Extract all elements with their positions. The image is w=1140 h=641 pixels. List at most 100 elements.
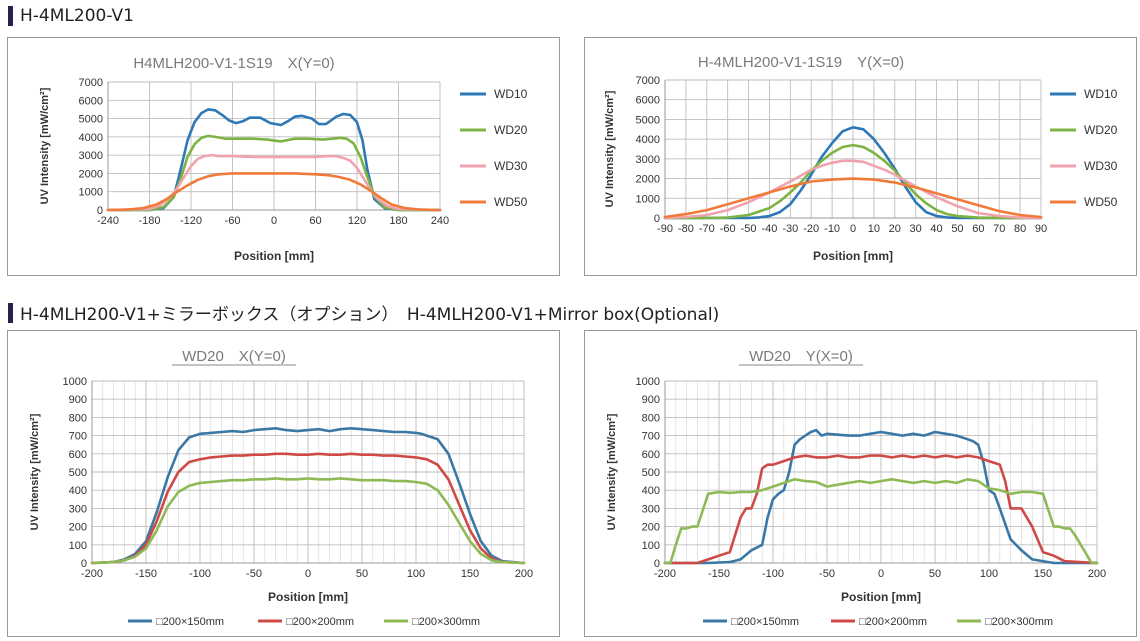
legend-label: WD30 [494,159,528,173]
chart-x-profile: H4MLH200-V1-1S19 X(Y=0) -240 -180 -120 -60 0 6… [39,55,528,263]
x-tick-label: 10 [868,223,880,235]
x-tick-label: 120 [348,215,366,227]
y-tick-label: 2000 [79,168,103,180]
legend-label: □200×200mm [286,616,354,628]
chart-title: H4MLH200-V1-1S19 X(Y=0) [133,55,334,72]
y-tick-label: 6000 [79,95,103,107]
x-tick-label: 0 [878,568,884,580]
x-tick-label: 70 [993,223,1005,235]
chart-title: H-4MLH200-V1-1S19 Y(X=0) [698,54,904,71]
x-tick-label: -40 [761,223,777,235]
series-line-1 [106,108,442,212]
series-line-1 [663,126,1043,220]
x-tick-label: -100 [189,568,211,580]
y-tick-label: 1000 [63,376,87,388]
y-tick-label: 1000 [636,193,660,205]
chart-panel-mirror-x: WD20 X(Y=0) -200 -150 -100 -50 0 50 100 150 200 0 1… [7,330,560,637]
series-line-2 [663,454,1099,565]
y-tick-label: 3000 [79,150,103,162]
x-tick-label: 180 [389,215,407,227]
x-tick-label: 0 [271,215,277,227]
legend-label: WD20 [494,123,528,137]
x-tick-label: -150 [708,568,730,580]
y-tick-label: 700 [642,431,660,443]
series-line-2 [106,134,442,212]
x-tick-label: -150 [135,568,157,580]
x-tick-label: 100 [407,568,425,580]
x-tick-label: 80 [1014,223,1026,235]
y-tick-label: 100 [642,540,660,552]
x-tick-label: -90 [657,223,673,235]
x-tick-label: -60 [720,223,736,235]
series-line-3 [663,478,1099,565]
x-tick-label: 200 [515,568,533,580]
x-tick-label: -50 [741,223,757,235]
section-title-2: H-4MLH200-V1+ミラーボックス（オプション） H-4MLH200-V1… [8,300,719,325]
x-tick-label: -180 [138,215,160,227]
series-line-3 [106,153,442,212]
x-tick-label: -50 [819,568,835,580]
chart-panel-x: H4MLH200-V1-1S19 X(Y=0) -240 -180 -120 -60 0 6… [7,37,560,276]
y-tick-label: 100 [69,540,87,552]
series-line-2 [90,452,526,565]
y-axis-label: UV Intensity [mW/cm²] [29,413,41,530]
x-tick-label: 0 [850,223,856,235]
x-tick-label: 50 [951,223,963,235]
y-tick-label: 600 [69,449,87,461]
y-tick-label: 700 [69,431,87,443]
x-tick-label: -50 [246,568,262,580]
x-tick-label: 150 [1034,568,1052,580]
legend-label: □200×300mm [985,616,1053,628]
series-line-1 [90,427,526,565]
y-tick-label: 3000 [636,154,660,166]
y-tick-label: 1000 [79,187,103,199]
legend-label: □200×150mm [731,616,799,628]
chart-panel-y: H-4MLH200-V1-1S19 Y(X=0) -90 -80 -70 -60 -50-… [584,37,1137,276]
section-title-text: H-4ML200-V1 [20,6,134,26]
x-tick-label: 20 [889,223,901,235]
section-title-1: H-4ML200-V1 [8,6,134,26]
x-tick-label: -70 [699,223,715,235]
x-tick-label: 240 [431,215,449,227]
y-tick-label: 500 [69,467,87,479]
x-tick-label: 150 [461,568,479,580]
chart-mirror-x-profile: WD20 X(Y=0) -200 -150 -100 -50 0 50 100 150 200 0 1… [29,348,533,628]
section-title-text: H-4MLH200-V1+ミラーボックス（オプション） H-4MLH200-V1… [20,305,720,325]
x-tick-label: 90 [1035,223,1047,235]
y-tick-label: 4000 [636,134,660,146]
x-axis-label: Position [mm] [234,249,314,263]
x-tick-label: 60 [972,223,984,235]
chart-title: WD20 X(Y=0) [182,348,286,365]
legend-label: WD50 [1084,195,1118,209]
legend-label: WD10 [494,87,528,101]
x-tick-label: -10 [824,223,840,235]
chart-y-profile: H-4MLH200-V1-1S19 Y(X=0)-90 -80 -70 -60 -50-… [604,54,1118,263]
series-line-4 [106,172,442,212]
x-tick-label: -20 [803,223,819,235]
legend-label: WD50 [494,195,528,209]
section-marker [8,6,13,26]
y-tick-label: 900 [642,394,660,406]
x-tick-label: 30 [910,223,922,235]
y-tick-label: 1000 [636,376,660,388]
x-tick-label: -80 [678,223,694,235]
x-tick-label: 40 [930,223,942,235]
x-tick-label: 50 [356,568,368,580]
y-tick-label: 0 [654,213,660,225]
y-tick-label: 900 [69,394,87,406]
y-tick-label: 7000 [636,75,660,87]
y-tick-label: 0 [654,558,660,570]
x-axis-label: Position [mm] [813,249,893,263]
y-tick-label: 800 [642,412,660,424]
x-tick-label: 100 [980,568,998,580]
series-line-3 [90,477,526,565]
y-tick-label: 400 [642,485,660,497]
x-tick-label: -60 [225,215,241,227]
x-tick-label: -100 [762,568,784,580]
chart-mirror-y-profile: WD20 Y(X=0) -200 -150 -100 -50 0 50 100 150 200 0 1… [606,348,1106,628]
y-tick-label: 300 [642,503,660,515]
legend-label: □200×150mm [156,616,224,628]
y-tick-label: 5000 [636,114,660,126]
x-axis-label: Position [mm] [841,590,921,604]
y-axis-label: UV Intensity [mW/cm²] [604,90,616,207]
